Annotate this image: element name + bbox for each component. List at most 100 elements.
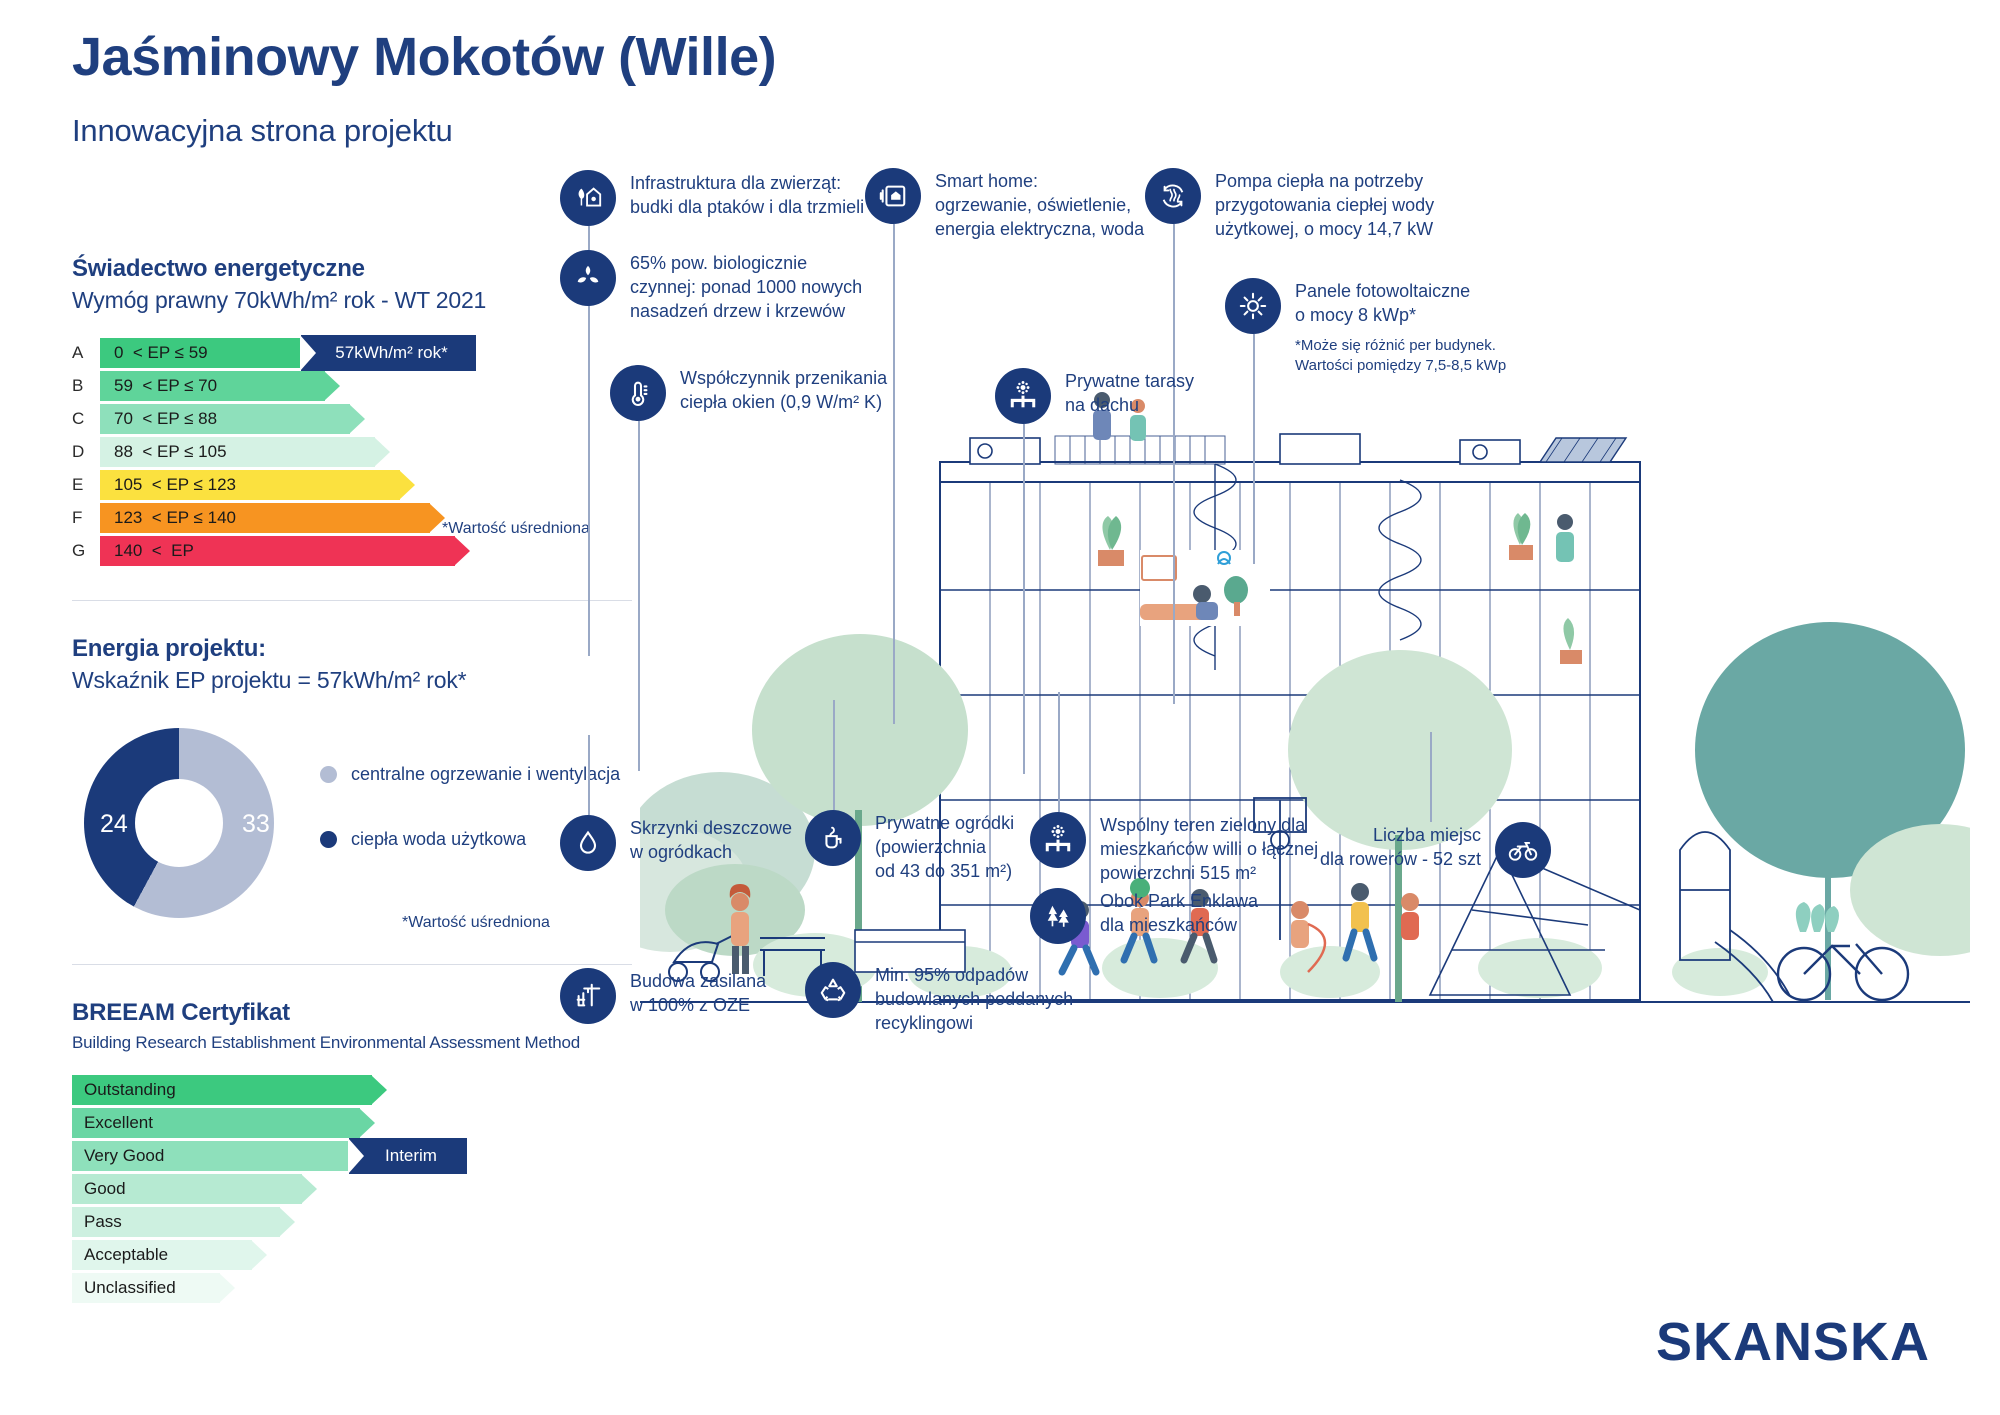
energy-certificate-subheading: Wymóg prawny 70kWh/m² rok - WT 2021 (72, 287, 487, 313)
callout-text-rainbox: Skrzynki deszczowe w ogródkach (630, 818, 793, 862)
heat-pump-icon (1145, 168, 1201, 224)
callout-leader-line (893, 224, 895, 724)
legend-item-hotwater: ciepła woda użytkowa (320, 829, 620, 850)
recycling-icon (805, 962, 861, 1018)
energy-class-letter: G (72, 541, 86, 560)
donut-hole (135, 779, 223, 867)
energy-class-row: E 105 < EP ≤ 123 (72, 470, 632, 500)
callout-text-oze: Budowa zasilana w 100% z OZE (630, 971, 767, 1015)
callout-leader-line (1253, 334, 1255, 564)
project-energy-subheading: Wskaźnik EP projektu = 57kWh/m² rok* (72, 667, 467, 693)
callout-pv: Panele fotowoltaiczne o mocy 8 kWp* *Może … (1225, 278, 1506, 376)
breeam-level-bar: Unclassified (72, 1273, 235, 1303)
leaf-plant-icon (560, 250, 616, 306)
divider-2 (72, 964, 632, 965)
breeam-level-bar: Acceptable (72, 1240, 267, 1270)
project-energy-heading: Energia projektu: (72, 635, 266, 662)
breeam-level-bar: Excellent (72, 1108, 375, 1138)
breeam-level-bar: Outstanding (72, 1075, 387, 1105)
breeam-bar-arrow (219, 1273, 235, 1303)
energy-class-range: 59 < EP ≤ 70 (114, 376, 218, 395)
roof-terrace-icon (995, 368, 1051, 424)
callout-text-pv: Panele fotowoltaiczne o mocy 8 kWp* (1295, 281, 1471, 325)
energy-class-range: 123 < EP ≤ 140 (114, 508, 236, 527)
energy-footnote: *Wartość uśredniona (442, 520, 590, 537)
breeam-heading: BREEAM Certyfikat (72, 999, 290, 1026)
legend-label-hotwater: ciepła woda użytkowa (351, 829, 527, 849)
energy-class-row: F 123 < EP ≤ 140 (72, 503, 632, 533)
donut-legend: centralne ogrzewanie i wentylacja ciepła… (320, 764, 620, 894)
callout-recycling: Min. 95% odpadów budowlanych poddanych rec… (805, 962, 1073, 1036)
energy-class-row: A 0 < EP ≤ 59 57kWh/m² rok* (72, 335, 632, 371)
energy-class-row: G 140 < EP (72, 536, 632, 566)
energy-scale: A 0 < EP ≤ 59 57kWh/m² rok* B 59 < EP ≤ 70 C 7… (72, 335, 632, 566)
energy-class-letter: F (72, 508, 83, 527)
breeam-bar-arrow (371, 1075, 387, 1105)
sun-icon (1225, 278, 1281, 334)
energy-class-letter: B (72, 376, 84, 395)
energy-bar-arrow (429, 503, 445, 533)
breeam-level-bar: Very Good (72, 1141, 363, 1171)
breeam-status-marker: Interim (348, 1138, 467, 1174)
callout-green: 65% pow. biologicznie czynnej: ponad 1000… (560, 250, 862, 324)
breeam-level-label: Very Good (84, 1146, 165, 1165)
energy-class-row: D 88 < EP ≤ 105 (72, 437, 632, 467)
energy-class-range: 0 < EP ≤ 59 (114, 343, 208, 362)
energy-class-bar: 70 < EP ≤ 88 (100, 404, 365, 434)
project-energy-section: Energia projektu: Wskaźnik EP projektu =… (72, 635, 632, 958)
legend-label-heating: centralne ogrzewanie i wentylacja (351, 764, 621, 784)
energy-class-range: 105 < EP ≤ 123 (114, 475, 236, 494)
bird-house-icon (560, 170, 616, 226)
donut-value-hotwater: 24 (100, 810, 128, 838)
trees-icon (1030, 888, 1086, 944)
callout-leader-line (638, 421, 640, 771)
energy-bar-arrow (374, 437, 390, 467)
breeam-scale: Outstanding Excellent Very Good Interim Good… (72, 1075, 632, 1303)
energy-class-bar: 140 < EP (100, 536, 470, 566)
energy-donut-chart: 33 24 centralne ogrzewanie i wentylacja … (72, 728, 632, 958)
callout-gardens: Prywatne ogródki (powierzchnia od 43 do 35… (805, 810, 1014, 884)
callout-leader-line (1173, 224, 1175, 704)
page-title: Jaśminowy Mokotów (Wille) (72, 27, 777, 87)
thermometer-icon (610, 365, 666, 421)
callout-text-terraces: Prywatne tarasy na dachu (1065, 371, 1195, 415)
energy-class-row: B 59 < EP ≤ 70 (72, 371, 632, 401)
divider-1 (72, 600, 632, 601)
breeam-subheading: Building Research Establishment Environm… (72, 1033, 581, 1052)
breeam-bar-arrow (279, 1207, 295, 1237)
callout-text-commons: Wspólny teren zielony dla mieszkańców wil… (1100, 815, 1319, 883)
callout-oze: Budowa zasilana w 100% z OZE (560, 968, 766, 1024)
energy-class-letter: D (72, 442, 85, 461)
callout-text-windows: Współczynnik przenikania ciepła okien (0,… (680, 368, 888, 412)
breeam-section: BREEAM Certyfikat Building Research Esta… (72, 999, 632, 1303)
energy-bar-arrow (454, 536, 470, 566)
breeam-bar-arrow (251, 1240, 267, 1270)
callout-text-smarthome: Smart home: ogrzewanie, oświetlenie, energ… (935, 171, 1145, 239)
smart-home-icon (865, 168, 921, 224)
energy-bar-arrow (324, 371, 340, 401)
energy-class-range: 88 < EP ≤ 105 (114, 442, 227, 461)
legend-item-heating: centralne ogrzewanie i wentylacja (320, 764, 620, 785)
building-illustration-area: Infrastruktura dla zwierząt: budki dla pt… (560, 150, 1970, 1150)
energy-class-bar: 88 < EP ≤ 105 (100, 437, 390, 467)
breeam-level-row: Excellent (72, 1108, 632, 1138)
callout-rainbox: Skrzynki deszczowe w ogródkach (560, 815, 792, 871)
energy-class-bar: 59 < EP ≤ 70 (100, 371, 340, 401)
watering-can-icon (805, 810, 861, 866)
callout-heatpump: Pompa ciepła na potrzeby przygotowania ci… (1145, 168, 1434, 242)
breeam-level-label: Acceptable (84, 1245, 169, 1264)
callout-bikes: Liczba miejsc dla rowerów - 52 szt (1320, 822, 1552, 878)
callout-animals: Infrastruktura dla zwierząt: budki dla pt… (560, 170, 864, 226)
brand-logo: SKANSKA (1655, 1312, 1930, 1372)
breeam-level-label: Good (84, 1179, 126, 1198)
callout-smarthome: Smart home: ogrzewanie, oświetlenie, energ… (865, 168, 1144, 242)
breeam-level-row: Unclassified (72, 1273, 632, 1303)
callout-text-recycling: Min. 95% odpadów budowlanych poddanych rec… (875, 965, 1074, 1033)
energy-class-range: 140 < EP (114, 541, 194, 560)
breeam-level-row: Good (72, 1174, 632, 1204)
breeam-bar-arrow (301, 1174, 317, 1204)
energy-class-letter: A (72, 343, 84, 362)
bicycle-icon (1495, 822, 1552, 878)
breeam-level-label: Unclassified (84, 1278, 176, 1297)
callout-leader-line (588, 735, 590, 815)
